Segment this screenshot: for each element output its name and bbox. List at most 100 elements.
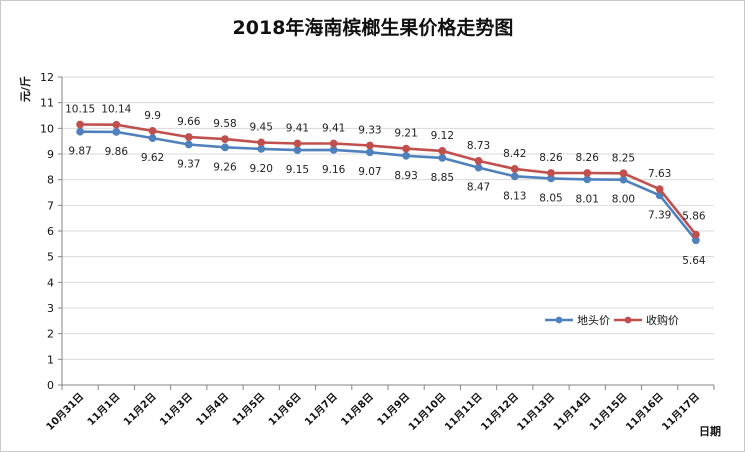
data-label: 9.41 (322, 122, 345, 134)
x-tick-label: 11月11日 (442, 391, 484, 433)
x-tick-label: 11月10日 (406, 391, 448, 433)
data-label: 8.25 (612, 152, 635, 164)
data-point (112, 128, 121, 136)
y-tick-label: 10 (40, 122, 54, 135)
x-tick-label: 11月4日 (194, 391, 231, 428)
data-label: 9.21 (394, 128, 417, 140)
x-tick-label: 11月14日 (551, 391, 593, 433)
data-label: 8.73 (467, 140, 490, 152)
data-point (402, 151, 411, 160)
data-point (655, 185, 664, 194)
legend-entry: 地头价 (577, 314, 610, 327)
data-label: 8.13 (503, 190, 526, 202)
data-label: 9.07 (358, 166, 381, 178)
legend-swatch-marker (555, 316, 563, 324)
data-label: 8.26 (539, 152, 563, 164)
y-tick-label: 4 (47, 276, 54, 289)
data-label: 7.63 (648, 168, 671, 180)
y-tick-label: 3 (47, 302, 54, 315)
x-tick-label: 11月17日 (660, 391, 702, 433)
y-tick-label: 1 (47, 353, 54, 366)
data-label: 8.85 (431, 172, 454, 184)
data-label: 9.16 (322, 164, 346, 176)
data-point (293, 139, 302, 148)
y-tick-label: 7 (47, 199, 54, 212)
data-point (510, 164, 519, 173)
legend: 地头价 收购价 (545, 313, 679, 327)
data-label: 9.87 (68, 146, 91, 158)
data-label: 7.39 (648, 209, 671, 221)
y-tick-label: 5 (47, 251, 54, 264)
y-tick-label: 12 (40, 71, 54, 84)
data-point (619, 169, 628, 178)
data-label: 9.62 (141, 152, 164, 164)
data-point (583, 175, 592, 184)
data-label: 9.41 (286, 122, 309, 134)
data-label: 10.14 (101, 104, 131, 116)
data-point (148, 126, 157, 135)
data-label: 5.86 (682, 211, 706, 223)
legend-entry: 收购价 (646, 313, 679, 327)
y-tick-label: 9 (47, 148, 54, 161)
data-label: 8.00 (612, 194, 635, 206)
y-tick-label: 8 (47, 174, 54, 187)
series-line-1 (80, 123, 697, 236)
data-label: 9.86 (105, 146, 129, 158)
x-tick-label: 11月1日 (85, 391, 122, 428)
series-group (76, 120, 700, 245)
data-point (221, 143, 229, 152)
data-point (293, 146, 302, 155)
data-label: 9.20 (250, 163, 273, 175)
data-point (257, 138, 266, 147)
data-label: 9.15 (286, 164, 309, 176)
x-tick-label: 11月8日 (339, 391, 376, 428)
data-point (474, 163, 483, 172)
data-label: 10.15 (65, 103, 95, 115)
data-label: 9.26 (213, 161, 237, 173)
x-tick-label: 11月7日 (302, 391, 339, 428)
x-tick-label: 11月3日 (158, 391, 195, 428)
legend-swatch-marker (624, 316, 632, 324)
x-tick-label: 11月9日 (375, 391, 412, 428)
data-label: 9.33 (358, 125, 381, 137)
data-point (76, 120, 85, 129)
y-tick-label: 2 (47, 328, 54, 341)
x-tick-label: 11月13日 (515, 391, 557, 433)
y-axis-label: 元/斤 (18, 76, 32, 102)
data-point (510, 172, 519, 181)
data-point (402, 144, 411, 153)
data-point (619, 175, 628, 184)
x-axis-label: 日期 (699, 424, 721, 438)
series-line-0 (80, 130, 697, 242)
data-label: 9.9 (144, 110, 161, 122)
data-point (184, 140, 193, 149)
axes (58, 76, 715, 390)
x-tick-label: 11月6日 (266, 391, 303, 428)
data-labels: 9.87 9.86 9.62 9.37 9.26 9.20 9.15 9.16 9.07 8.93… (65, 103, 706, 267)
data-point (329, 145, 338, 154)
data-point (438, 147, 447, 155)
data-label: 9.66 (177, 116, 201, 128)
data-point (365, 141, 374, 150)
data-label: 5.64 (682, 255, 706, 267)
data-point (257, 144, 266, 153)
data-label: 9.45 (250, 121, 273, 133)
data-point (547, 169, 555, 177)
x-tick-label: 11月5日 (230, 391, 267, 428)
data-label: 8.93 (394, 170, 417, 182)
data-label: 8.47 (467, 182, 490, 194)
data-point (112, 120, 121, 129)
y-tick-label: 11 (40, 97, 54, 110)
data-point (221, 135, 229, 144)
data-point (691, 230, 700, 239)
data-point (329, 139, 338, 148)
data-label: 8.42 (503, 148, 526, 160)
data-point (76, 127, 85, 136)
data-point (474, 157, 483, 165)
data-point (148, 134, 157, 142)
data-label: 9.37 (177, 159, 200, 171)
chart-title: 2018年海南槟榔生果价格走势图 (233, 16, 514, 39)
data-label: 8.05 (539, 192, 562, 204)
